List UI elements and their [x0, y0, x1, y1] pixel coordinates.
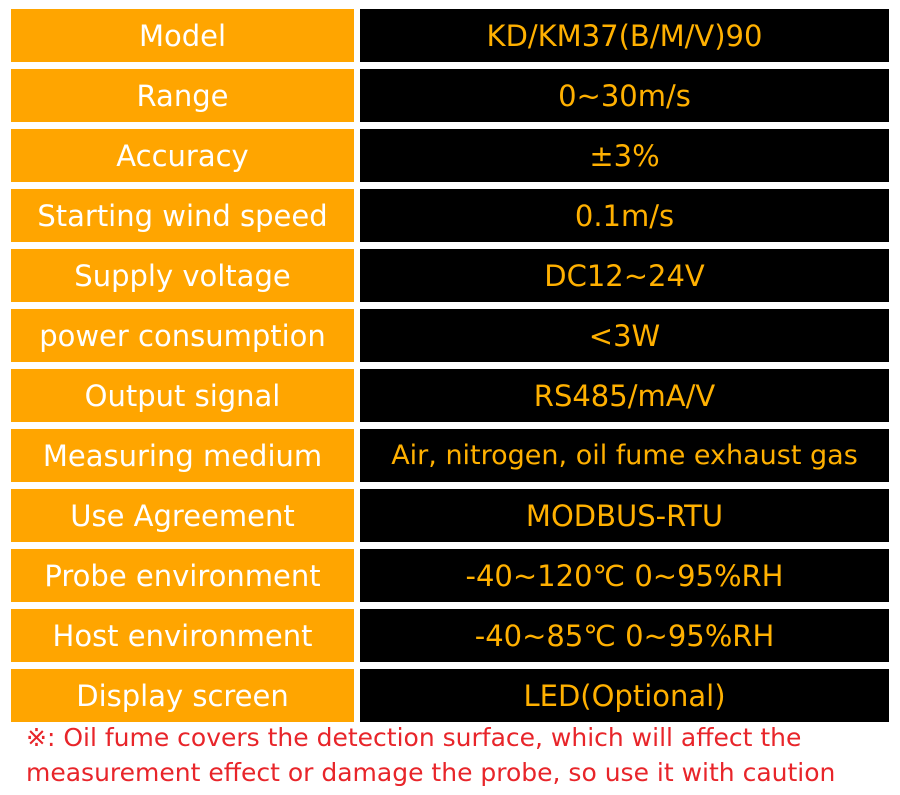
spec-row-supply-voltage: Supply voltage DC12~24V: [11, 249, 889, 302]
spec-value: MODBUS-RTU: [360, 489, 889, 542]
caution-note: ※: Oil fume covers the detection surface…: [26, 720, 886, 790]
spec-label: Output signal: [11, 369, 354, 422]
divider: [354, 669, 360, 722]
spec-value: LED(Optional): [360, 669, 889, 722]
spec-row-probe-environment: Probe environment -40~120℃ 0~95%RH: [11, 549, 889, 602]
spec-label: Range: [11, 69, 354, 122]
spec-row-power-consumption: power consumption <3W: [11, 309, 889, 362]
spec-label: Model: [11, 9, 354, 62]
divider: [354, 429, 360, 482]
spec-value: <3W: [360, 309, 889, 362]
divider: [354, 489, 360, 542]
spec-value: 0~30m/s: [360, 69, 889, 122]
spec-label: Accuracy: [11, 129, 354, 182]
divider: [354, 129, 360, 182]
divider: [354, 309, 360, 362]
spec-value: Air, nitrogen, oil fume exhaust gas: [360, 429, 889, 482]
spec-value: RS485/mA/V: [360, 369, 889, 422]
spec-row-output-signal: Output signal RS485/mA/V: [11, 369, 889, 422]
spec-label: Display screen: [11, 669, 354, 722]
spec-row-use-agreement: Use Agreement MODBUS-RTU: [11, 489, 889, 542]
spec-row-range: Range 0~30m/s: [11, 69, 889, 122]
spec-value: KD/KM37(B/M/V)90: [360, 9, 889, 62]
spec-value: -40~85℃ 0~95%RH: [360, 609, 889, 662]
spec-row-starting-wind-speed: Starting wind speed 0.1m/s: [11, 189, 889, 242]
spec-value: -40~120℃ 0~95%RH: [360, 549, 889, 602]
divider: [354, 549, 360, 602]
spec-label: Measuring medium: [11, 429, 354, 482]
spec-row-model: Model KD/KM37(B/M/V)90: [11, 9, 889, 62]
spec-value: ±3%: [360, 129, 889, 182]
spec-value: DC12~24V: [360, 249, 889, 302]
spec-label: power consumption: [11, 309, 354, 362]
caution-note-line: ※: Oil fume covers the detection surface…: [26, 723, 802, 752]
spec-label: Probe environment: [11, 549, 354, 602]
spec-label: Supply voltage: [11, 249, 354, 302]
spec-label: Use Agreement: [11, 489, 354, 542]
divider: [354, 69, 360, 122]
divider: [354, 609, 360, 662]
spec-row-measuring-medium: Measuring medium Air, nitrogen, oil fume…: [11, 429, 889, 482]
caution-note-line: measurement effect or damage the probe, …: [26, 758, 836, 787]
spec-value: 0.1m/s: [360, 189, 889, 242]
spec-row-accuracy: Accuracy ±3%: [11, 129, 889, 182]
divider: [354, 369, 360, 422]
spec-label: Starting wind speed: [11, 189, 354, 242]
divider: [354, 9, 360, 62]
divider: [354, 189, 360, 242]
spec-row-display-screen: Display screen LED(Optional): [11, 669, 889, 722]
divider: [354, 249, 360, 302]
spec-label: Host environment: [11, 609, 354, 662]
spec-table: Model KD/KM37(B/M/V)90 Range 0~30m/s Acc…: [11, 9, 889, 729]
spec-row-host-environment: Host environment -40~85℃ 0~95%RH: [11, 609, 889, 662]
